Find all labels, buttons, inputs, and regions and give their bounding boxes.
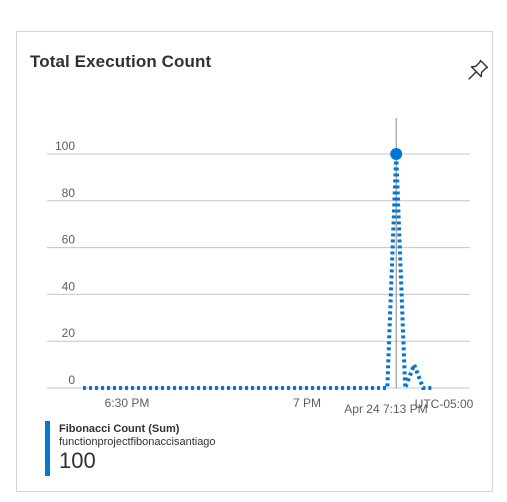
- y-axis-labels: 0 20 40 60 80 100: [55, 139, 75, 387]
- legend-resource-name: functionprojectfibonaccisantiago: [59, 436, 216, 448]
- legend-color-swatch: [45, 421, 50, 476]
- metric-tile[interactable]: Total Execution Count 0 20 40 60 80 100 6:30 …: [16, 31, 493, 492]
- x-tick-label: UTC-05:00: [415, 397, 474, 411]
- y-tick-label: 80: [62, 186, 76, 200]
- legend-value: 100: [59, 448, 96, 473]
- chart-legend[interactable]: Fibonacci Count (Sum) functionprojectfib…: [45, 419, 285, 479]
- tile-title: Total Execution Count: [30, 52, 212, 71]
- y-tick-label: 40: [62, 279, 76, 293]
- y-tick-label: 100: [55, 139, 75, 153]
- x-tick-label: 6:30 PM: [105, 396, 150, 410]
- line-chart[interactable]: 0 20 40 60 80 100 6:30 PM 7 PM Apr 24 7:13 PMUT…: [17, 32, 494, 493]
- chart-gridlines: [47, 153, 470, 389]
- y-tick-label: 20: [62, 326, 76, 340]
- highlighted-data-point: [390, 148, 403, 160]
- legend-series-name: Fibonacci Count (Sum): [59, 423, 180, 435]
- series-line-fibonacci-count: [83, 153, 432, 390]
- x-tick-label: 7 PM: [293, 396, 321, 410]
- y-tick-label: 0: [68, 373, 75, 387]
- y-tick-label: 60: [62, 233, 76, 247]
- pin-icon[interactable]: [466, 58, 490, 82]
- x-tick-label: Apr 24 7:13 PM: [344, 402, 427, 416]
